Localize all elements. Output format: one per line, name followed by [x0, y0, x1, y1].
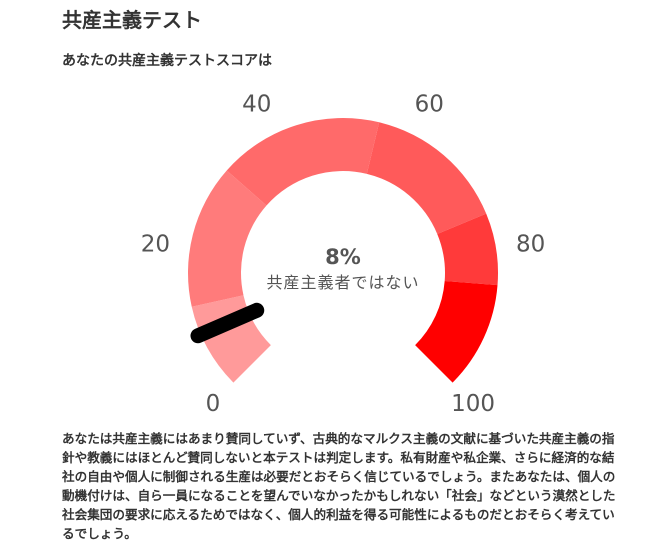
gauge-segment — [226, 118, 380, 206]
gauge-tick-labels: 0 20 40 60 80 100 — [141, 92, 546, 417]
gauge-segment — [191, 295, 271, 383]
gauge-tick-label: 80 — [516, 231, 545, 257]
gauge-segment — [437, 213, 498, 286]
gauge-tick-label: 60 — [415, 92, 444, 118]
gauge-svg: 0 20 40 60 80 100 8% 共産主義者ではない — [141, 92, 546, 417]
gauge-tick-label: 40 — [242, 92, 271, 118]
gauge-segment — [415, 281, 498, 383]
gauge-tick-label: 20 — [141, 231, 170, 257]
score-caption: 共産主義者ではない — [266, 273, 419, 292]
gauge-segment — [187, 170, 267, 307]
gauge-needle-bar — [190, 302, 265, 344]
result-description: あなたは共産主義にはあまり賛同していず、古典的なマルクス主義の文献に基づいた共産… — [62, 431, 616, 541]
score-value: 8% — [325, 245, 361, 269]
score-heading: あなたの共産主義テストスコアは — [62, 53, 272, 69]
gauge-tick-label: 0 — [206, 391, 221, 417]
gauge-tick-label: 100 — [451, 391, 495, 417]
gauge-needle — [190, 302, 265, 344]
gauge-segment — [366, 122, 487, 234]
gauge-segments — [187, 118, 498, 383]
page-title: 共産主義テスト — [62, 8, 202, 32]
